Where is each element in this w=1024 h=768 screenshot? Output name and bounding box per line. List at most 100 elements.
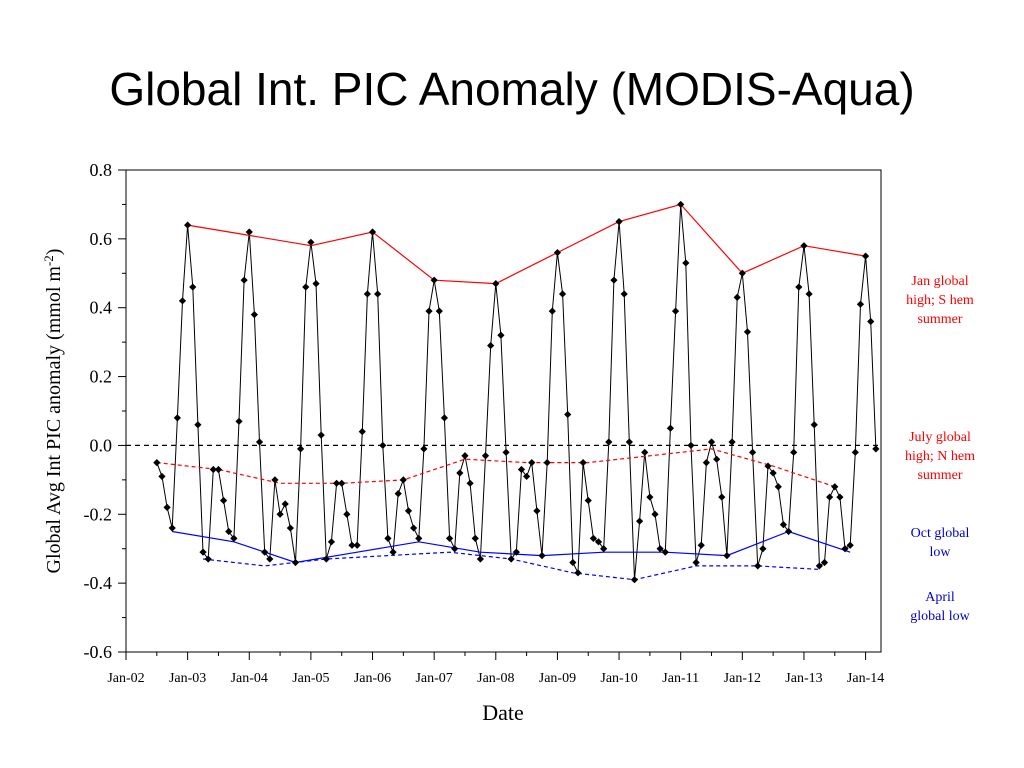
data-point: [435, 307, 443, 315]
data-point: [286, 524, 294, 532]
data-point: [230, 534, 238, 542]
data-point: [615, 218, 623, 226]
data-point: [199, 548, 207, 556]
data-point: [656, 545, 664, 553]
x-tick-label: Jan-05: [292, 671, 329, 686]
data-point: [497, 331, 505, 339]
data-point: [646, 493, 654, 501]
data-point: [826, 493, 834, 501]
data-point: [805, 290, 813, 298]
data-point: [209, 465, 217, 474]
data-point: [153, 459, 161, 467]
data-point: [605, 438, 613, 446]
data-point: [374, 290, 382, 298]
data-point: [281, 500, 289, 508]
annotation-april-low: April global low: [910, 590, 970, 624]
data-point: [178, 297, 187, 305]
data-point: [471, 534, 479, 542]
data-point: [271, 476, 279, 484]
data-point: [312, 280, 320, 288]
data-point: [302, 283, 310, 291]
data-point: [358, 428, 366, 436]
data-point: [666, 424, 675, 432]
data-point: [800, 242, 808, 250]
data-point: [636, 517, 644, 525]
data-point: [548, 307, 556, 315]
data-point: [707, 438, 716, 446]
data-point: [748, 448, 757, 456]
y-tick-label: 0.4: [90, 298, 113, 318]
data-point: [836, 493, 844, 501]
data-point: [558, 290, 567, 298]
y-tick-label: 0.6: [90, 229, 113, 249]
x-tick-label: Jan-07: [415, 671, 452, 686]
data-point: [476, 555, 484, 563]
data-point: [440, 414, 449, 422]
data-point: [415, 534, 423, 542]
data-point: [784, 527, 793, 536]
data-point: [810, 421, 818, 429]
data-point: [651, 510, 659, 518]
data-point: [733, 293, 741, 301]
series-line-monthly: [156, 204, 877, 580]
data-point: [404, 507, 413, 515]
data-point: [841, 545, 849, 553]
data-point: [718, 493, 726, 501]
data-point: [594, 538, 603, 546]
data-point: [204, 555, 212, 563]
data-point: [194, 421, 202, 429]
data-point: [867, 317, 875, 326]
annotation-jan-high: Jan global high; S hem summer: [906, 274, 974, 327]
data-point: [713, 455, 721, 463]
data-point: [630, 576, 639, 584]
data-point: [759, 545, 767, 553]
y-tick-label: -0.2: [84, 504, 113, 524]
data-point: [538, 552, 546, 560]
data-point: [502, 448, 510, 456]
data-point: [389, 548, 397, 556]
data-point: [363, 290, 371, 298]
data-point: [466, 479, 474, 487]
x-tick-label: Jan-04: [231, 671, 268, 686]
data-point: [348, 541, 356, 549]
data-point: [543, 459, 551, 467]
data-point: [410, 524, 418, 532]
data-point: [322, 555, 330, 563]
data-point: [600, 545, 608, 553]
data-point: [461, 452, 469, 460]
data-point: [661, 548, 669, 556]
data-point: [831, 483, 839, 491]
data-point: [769, 469, 777, 477]
data-point: [276, 510, 284, 518]
data-point: [332, 479, 341, 487]
x-tick-label: Jan-06: [354, 671, 391, 686]
data-point: [743, 328, 752, 336]
x-tick-label: Jan-08: [477, 671, 514, 686]
series-line-jan-high: [187, 203, 866, 285]
data-point: [189, 283, 197, 291]
x-tick-label: Jan-10: [600, 671, 637, 686]
data-point: [456, 469, 464, 477]
y-tick-label: 0.2: [90, 367, 113, 387]
data-point: [728, 438, 736, 446]
data-point: [872, 445, 880, 453]
annotation-oct-low: Oct global low: [910, 526, 970, 560]
y-tick-label: 0.8: [90, 160, 113, 180]
data-point: [507, 555, 515, 563]
y-axis-label-superscript: -2: [41, 255, 56, 266]
x-tick-label: Jan-03: [169, 671, 206, 686]
y-tick-label: -0.4: [84, 573, 113, 593]
data-point: [584, 496, 592, 505]
data-point: [795, 283, 803, 291]
data-point: [815, 562, 823, 570]
data-point: [219, 496, 228, 505]
data-point: [856, 300, 865, 308]
data-point: [399, 476, 407, 484]
data-point: [754, 562, 762, 570]
data-point: [255, 438, 264, 446]
data-point: [846, 541, 854, 549]
data-point: [297, 445, 305, 453]
data-point: [307, 238, 315, 246]
data-point: [641, 448, 649, 456]
